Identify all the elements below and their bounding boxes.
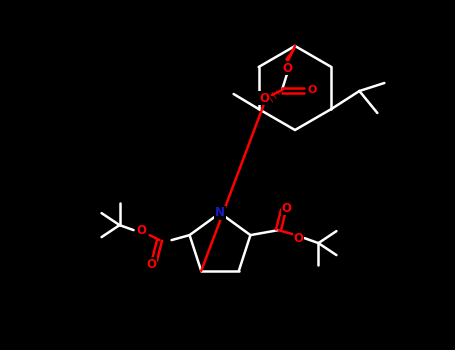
Text: O: O	[308, 85, 318, 95]
Text: O: O	[282, 202, 292, 215]
Text: O: O	[259, 91, 269, 105]
Polygon shape	[286, 48, 295, 61]
Text: O: O	[293, 232, 303, 245]
Text: O: O	[282, 62, 292, 75]
Text: O: O	[136, 224, 147, 237]
Text: O: O	[147, 258, 157, 271]
Text: N: N	[215, 206, 225, 219]
